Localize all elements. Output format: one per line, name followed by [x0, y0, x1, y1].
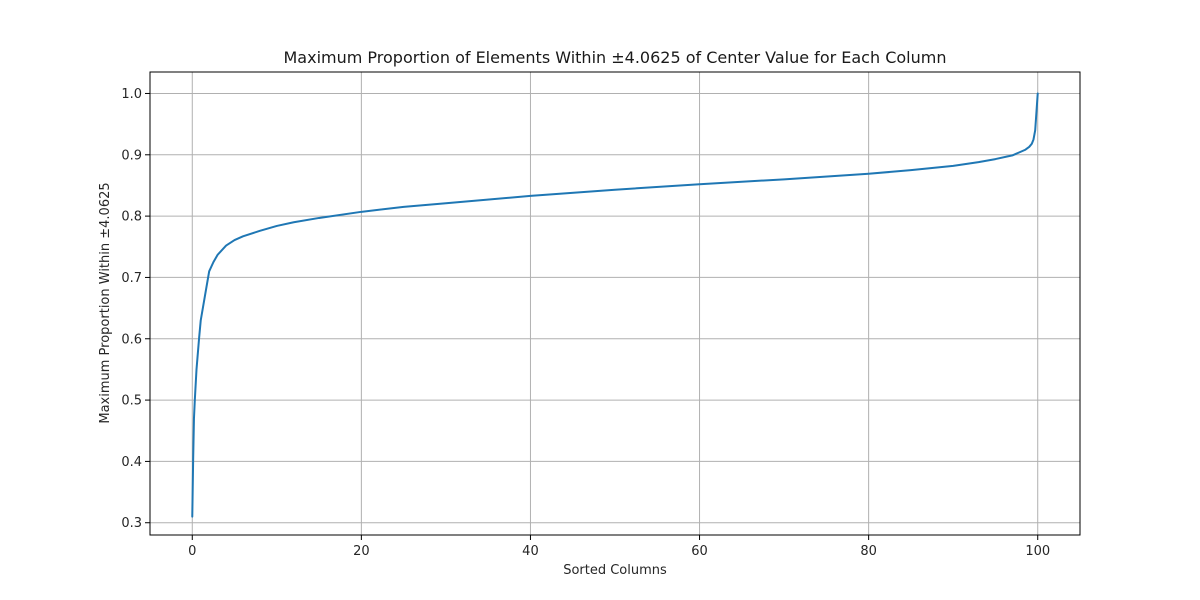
y-tick-label: 0.4	[121, 455, 142, 470]
y-tick-label: 0.7	[121, 271, 142, 286]
y-tick-label: 1.0	[121, 87, 142, 102]
x-tick-label: 20	[353, 544, 370, 559]
x-axis-title: Sorted Columns	[563, 563, 667, 578]
grid-lines	[150, 72, 1080, 535]
x-axis-ticks: 0 20 40 60 80 100	[188, 535, 1050, 559]
x-tick-label: 40	[522, 544, 539, 559]
y-tick-label: 0.8	[121, 210, 142, 225]
chart-title: Maximum Proportion of Elements Within ±4…	[284, 48, 947, 67]
y-tick-label: 0.9	[121, 148, 142, 163]
y-tick-label: 0.5	[121, 394, 142, 409]
y-tick-label: 0.3	[121, 516, 142, 531]
x-tick-label: 100	[1025, 544, 1050, 559]
plot-frame	[149, 71, 1081, 536]
y-axis-title: Maximum Proportion Within ±4.0625	[98, 182, 113, 423]
y-axis-ticks: 0.3 0.4 0.5 0.6 0.7 0.8 0.9 1.0	[121, 87, 150, 531]
x-tick-label: 80	[860, 544, 877, 559]
y-tick-label: 0.6	[121, 332, 142, 347]
series-line	[191, 92, 1039, 518]
plot-area	[150, 72, 1080, 535]
x-tick-label: 60	[691, 544, 708, 559]
series-layer	[191, 92, 1039, 518]
x-tick-label: 0	[188, 544, 196, 559]
